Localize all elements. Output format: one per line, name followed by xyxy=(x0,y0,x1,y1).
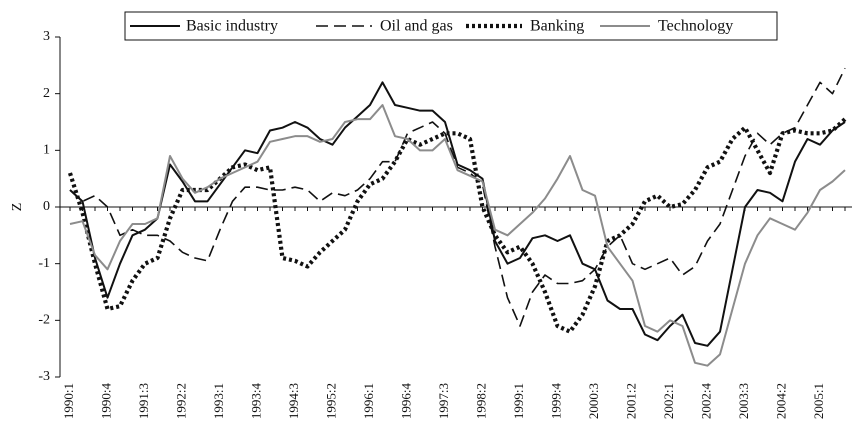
x-tick-label: 1992:2 xyxy=(173,383,188,419)
x-tick-label: 2002:4 xyxy=(698,383,713,420)
y-tick-label: 0 xyxy=(43,199,50,214)
series-line xyxy=(69,67,846,327)
x-tick-label: 1998:2 xyxy=(473,383,488,419)
y-tick-label: -1 xyxy=(38,256,50,271)
legend-label: Banking xyxy=(530,18,584,35)
x-tick-label: 2002:1 xyxy=(661,383,676,419)
legend-label: Oil and gas xyxy=(380,18,453,35)
x-tick-label: 1993:4 xyxy=(248,383,263,420)
y-axis-label: Z xyxy=(10,203,25,212)
series-line xyxy=(67,117,847,334)
legend-box xyxy=(124,11,778,41)
x-tick-label: 1996:4 xyxy=(398,383,413,420)
series-line xyxy=(69,81,846,347)
y-tick-label: 2 xyxy=(43,86,50,101)
x-tick-label: 1994:3 xyxy=(286,383,301,419)
x-tick-label: 1995:2 xyxy=(323,383,338,419)
x-tick-label: 1996:1 xyxy=(361,383,376,419)
series-line xyxy=(69,104,846,367)
y-tick-label: 1 xyxy=(43,143,50,158)
legend-label: Technology xyxy=(658,18,733,35)
y-tick-label: -3 xyxy=(38,369,50,384)
y-tick-label: 3 xyxy=(43,29,50,44)
x-tick-label: 1999:4 xyxy=(548,383,563,420)
x-tick-label: 1993:1 xyxy=(211,383,226,419)
x-tick-label: 1999:1 xyxy=(511,383,526,419)
x-tick-label: 2005:1 xyxy=(811,383,826,419)
x-tick-label: 2001:2 xyxy=(623,383,638,419)
x-tick-label: 1991:3 xyxy=(136,383,151,419)
x-tick-label: 1990:1 xyxy=(61,383,76,419)
x-tick-label: 2003:3 xyxy=(736,383,751,419)
legend-label: Basic industry xyxy=(186,18,278,35)
x-tick-label: 1997:3 xyxy=(436,383,451,419)
y-tick-label: -2 xyxy=(38,313,50,328)
x-tick-label: 1990:4 xyxy=(98,383,113,420)
x-tick-label: 2004:2 xyxy=(773,383,788,419)
x-tick-label: 2000:3 xyxy=(586,383,601,419)
